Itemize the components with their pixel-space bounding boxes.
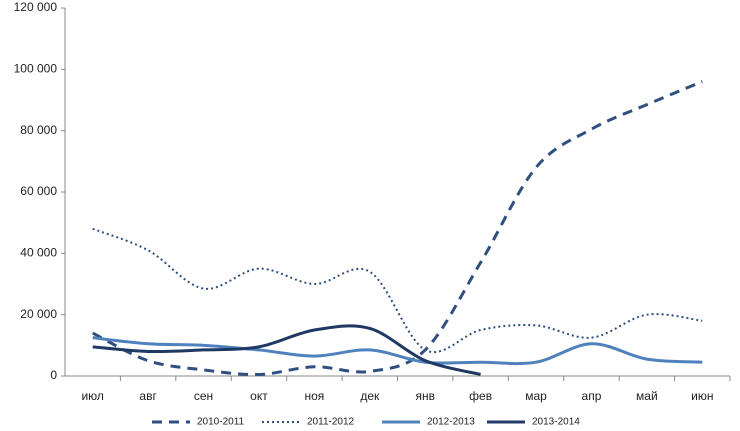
legend-label: 2010-2011 <box>197 417 245 428</box>
series-line <box>92 336 703 366</box>
x-tick-label: июл <box>81 389 103 403</box>
x-tick-label: мар <box>525 389 547 403</box>
y-tick-label: 0 <box>50 368 57 382</box>
x-tick-label: ноя <box>304 389 324 403</box>
y-tick-label: 40 000 <box>20 246 57 260</box>
legend-label: 2011-2012 <box>307 417 355 428</box>
x-tick-label: апр <box>582 389 602 403</box>
x-tick-label: сен <box>194 389 213 403</box>
series-line <box>92 324 481 376</box>
x-tick-label: янв <box>415 389 435 403</box>
y-tick-label: 20 000 <box>20 307 57 321</box>
y-tick-label: 120 000 <box>14 0 58 14</box>
legend-label: 2012-2013 <box>427 417 475 428</box>
x-tick-label: авг <box>139 389 157 403</box>
y-tick-label: 100 000 <box>14 62 58 76</box>
y-tick-label: 80 000 <box>20 123 57 137</box>
legend-label: 2013-2014 <box>532 417 580 428</box>
x-tick-label: июн <box>691 389 713 403</box>
x-tick-label: май <box>636 389 658 403</box>
series-line <box>92 80 703 377</box>
x-tick-label: окт <box>250 389 268 403</box>
x-tick-label: дек <box>360 389 380 403</box>
x-tick-label: фев <box>469 389 492 403</box>
series-line <box>92 227 703 353</box>
y-tick-label: 60 000 <box>20 184 57 198</box>
